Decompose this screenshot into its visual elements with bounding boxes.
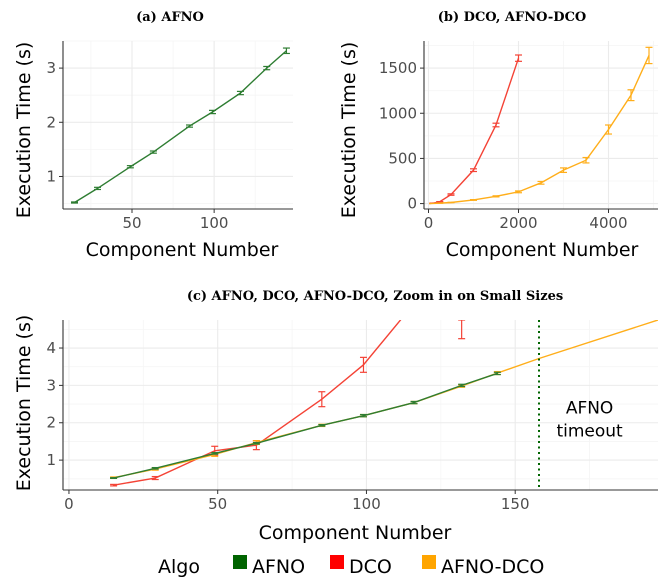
panel-c-xtick-label: 50	[208, 495, 227, 513]
panel-c-chart: 0 50 100 150 1 2 3 4 AFNO timeout	[46, 320, 658, 513]
panel-b-ytick-label: 1000	[379, 104, 417, 122]
panel-a-xtick-label: 50	[122, 214, 141, 232]
legend-swatch-afno-dco	[422, 555, 436, 569]
panel-c-ytick-label: 2	[46, 414, 56, 432]
panel-b-ytick-label: 0	[407, 195, 417, 213]
panel-c-xtick-label: 150	[501, 495, 530, 513]
panel-a-ytick-label: 3	[46, 59, 56, 77]
legend-label-dco: DCO	[349, 556, 392, 578]
panel-c-ytick-label: 1	[46, 451, 56, 469]
panel-a-series-afno-line	[74, 50, 287, 204]
panel-b-ylabel: Execution Time (s)	[338, 42, 360, 219]
panel-c-title: (c) AFNO, DCO, AFNO-DCO, Zoom in on Smal…	[187, 289, 563, 304]
panel-b-xlabel: Component Number	[446, 239, 639, 261]
legend-swatch-afno	[233, 555, 247, 569]
legend-title: Algo	[158, 556, 200, 578]
panel-c-xtick-label: 0	[64, 495, 74, 513]
panel-a-plot-area	[71, 47, 290, 204]
panel-c-xlabel: Component Number	[259, 522, 452, 544]
panel-a-xlabel: Component Number	[86, 239, 279, 261]
legend-label-afno: AFNO	[252, 556, 305, 578]
panel-c-ytick-label: 3	[46, 376, 56, 394]
panel-c-series-dco-line	[113, 320, 402, 486]
panel-b-title: (b) DCO, AFNO-DCO	[438, 10, 587, 25]
panel-b-xtick-label: 0	[424, 214, 434, 232]
legend-label-afno-dco: AFNO-DCO	[441, 556, 544, 578]
panel-a-ytick-label: 1	[46, 167, 56, 185]
legend: Algo AFNO DCO AFNO-DCO	[158, 555, 544, 578]
panel-c-annotation-line: AFNO	[566, 399, 614, 419]
panel-c-annotation-line: timeout	[556, 422, 623, 442]
panel-b-xtick-label: 4000	[589, 214, 627, 232]
panel-a-chart: 50 100 1 2 3	[46, 40, 293, 232]
panel-b-plot-area	[429, 46, 653, 205]
panel-b-ytick-label: 1500	[379, 59, 417, 77]
panel-c-plot-area	[110, 320, 658, 490]
panel-a-ytick-label: 2	[46, 113, 56, 131]
panel-c-ytick-label: 4	[46, 339, 56, 357]
panel-c-xtick-label: 100	[352, 495, 381, 513]
panel-c-series-afno-line	[113, 372, 498, 479]
panel-c-ylabel: Execution Time (s)	[13, 315, 35, 492]
panel-a-title: (a) AFNO	[136, 10, 204, 25]
panel-a-xtick-label: 100	[200, 214, 229, 232]
panel-b-ytick-label: 500	[388, 149, 417, 167]
panel-b-chart: 0 2000 4000 0 500 1000 1500	[379, 41, 658, 232]
panel-b-xtick-label: 2000	[499, 214, 537, 232]
panel-a-ylabel: Execution Time (s)	[13, 42, 35, 219]
legend-swatch-dco	[330, 555, 344, 569]
